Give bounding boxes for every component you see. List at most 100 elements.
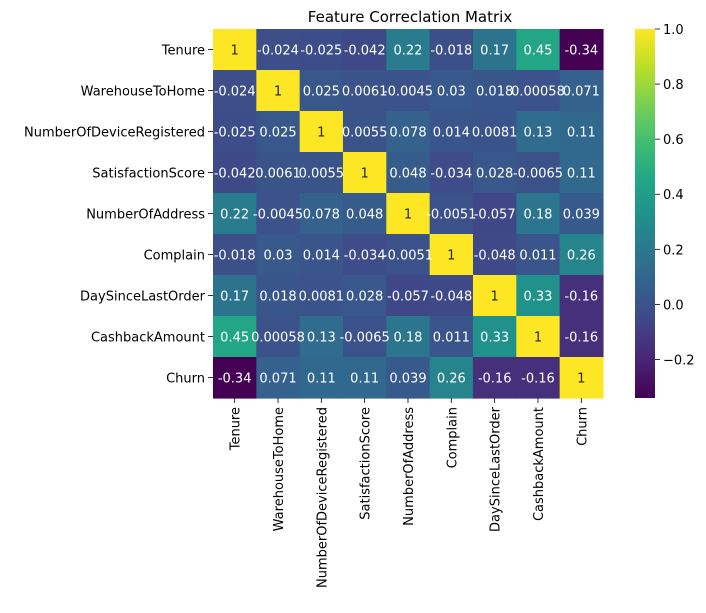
cell-annotation: -0.042 bbox=[344, 44, 386, 59]
cell-annotation: -0.34 bbox=[218, 372, 252, 387]
cell-annotation: -0.057 bbox=[387, 290, 429, 305]
heatmap-cell bbox=[299, 357, 344, 399]
heatmap-cell bbox=[213, 111, 257, 153]
cell-annotation: 0.11 bbox=[307, 372, 336, 387]
heatmap-cell bbox=[429, 152, 474, 194]
cell-annotation: 0.025 bbox=[259, 126, 296, 141]
cell-annotation: 0.00058 bbox=[511, 85, 565, 100]
y-tick-label: CashbackAmount bbox=[91, 331, 205, 346]
cell-annotation: 1 bbox=[317, 126, 325, 141]
heatmap-cell bbox=[342, 234, 387, 276]
cell-annotation: 0.039 bbox=[389, 372, 426, 387]
cell-annotation: 0.071 bbox=[563, 85, 600, 100]
cell-annotation: 1 bbox=[274, 85, 282, 100]
cell-annotation: 0.078 bbox=[389, 126, 426, 141]
y-tick-label: NumberOfDeviceRegistered bbox=[24, 126, 205, 141]
cell-annotation: 0.45 bbox=[523, 44, 552, 59]
heatmap-cell bbox=[472, 29, 517, 71]
cell-annotation: 0.014 bbox=[433, 126, 470, 141]
cell-annotation: 0.17 bbox=[480, 44, 509, 59]
heatmap-cell bbox=[559, 234, 604, 276]
heatmap-cell bbox=[342, 275, 387, 317]
cell-annotation: 0.0055 bbox=[299, 167, 345, 182]
heatmap-cell bbox=[516, 234, 561, 276]
cell-annotation: -0.16 bbox=[478, 372, 512, 387]
heatmap-cell bbox=[213, 316, 257, 358]
heatmap-cell bbox=[342, 316, 387, 358]
heatmap-cell bbox=[429, 111, 474, 153]
cell-annotation: 0.014 bbox=[303, 249, 340, 264]
cell-annotation: 0.0061 bbox=[255, 167, 301, 182]
cell-annotation: 1 bbox=[404, 208, 412, 223]
heatmap-cell bbox=[516, 357, 561, 399]
heatmap-cell bbox=[256, 70, 301, 112]
cell-annotation: 0.11 bbox=[567, 167, 596, 182]
y-tick-label: WarehouseToHome bbox=[81, 85, 205, 100]
heatmap-cell bbox=[342, 193, 387, 235]
y-tick-label: NumberOfAddress bbox=[86, 208, 205, 223]
heatmap-cell bbox=[516, 29, 561, 71]
heatmap-cell bbox=[386, 357, 431, 399]
heatmap-cell bbox=[429, 193, 474, 235]
heatmap-cell bbox=[299, 111, 344, 153]
cell-annotation: 0.078 bbox=[303, 208, 340, 223]
heatmap-cell bbox=[472, 275, 517, 317]
heatmap-cell bbox=[299, 316, 344, 358]
heatmap-cell bbox=[472, 70, 517, 112]
cell-annotation: 0.048 bbox=[389, 167, 426, 182]
heatmap-cell bbox=[429, 275, 474, 317]
colorbar-tick-label: 1.0 bbox=[663, 23, 684, 38]
cell-annotation: 0.039 bbox=[563, 208, 600, 223]
heatmap-cell bbox=[559, 29, 604, 71]
heatmap-cell bbox=[386, 193, 431, 235]
cell-annotation: -0.0065 bbox=[340, 331, 390, 346]
cell-annotation: -0.16 bbox=[564, 290, 598, 305]
heatmap-cell bbox=[386, 234, 431, 276]
heatmap-cell bbox=[299, 234, 344, 276]
heatmap-cell bbox=[472, 357, 517, 399]
x-tick-label: NumberOfAddress bbox=[402, 407, 417, 526]
cell-annotation: 0.0081 bbox=[472, 126, 518, 141]
cell-annotation: -0.025 bbox=[214, 126, 256, 141]
cell-annotation: -0.024 bbox=[214, 85, 256, 100]
cell-annotation: 0.018 bbox=[476, 85, 513, 100]
heatmap-cell bbox=[386, 70, 431, 112]
colorbar-tick-label: 0.8 bbox=[663, 78, 684, 93]
heatmap-cell bbox=[256, 29, 301, 71]
heatmap-cell bbox=[299, 193, 344, 235]
heatmap-cell bbox=[213, 193, 257, 235]
colorbar-ticks: 1.0 0.8 0.6 0.4 0.2 0.0 −0.2 bbox=[655, 23, 695, 368]
cell-annotation: 0.26 bbox=[437, 372, 466, 387]
y-tick-label: Churn bbox=[166, 372, 205, 387]
cell-annotation: -0.0045 bbox=[383, 85, 433, 100]
heatmap-cell bbox=[516, 275, 561, 317]
heatmap-cell bbox=[559, 275, 604, 317]
cell-annotation: -0.042 bbox=[214, 167, 256, 182]
cell-annotation: 0.33 bbox=[480, 331, 509, 346]
x-tick-label: Complain bbox=[445, 407, 460, 468]
heatmap-cell bbox=[559, 357, 604, 399]
cell-annotation: -0.34 bbox=[564, 44, 598, 59]
cell-annotation: 0.22 bbox=[394, 44, 423, 59]
heatmap-cell bbox=[386, 111, 431, 153]
heatmap-cell bbox=[429, 70, 474, 112]
cell-annotation: 0.17 bbox=[220, 290, 249, 305]
heatmap-annotations: 1 -0.024 -0.025 -0.042 0.22 -0.018 0.17 0.45 -0.… bbox=[214, 44, 600, 387]
heatmap-cell bbox=[299, 70, 344, 112]
heatmap-cell bbox=[342, 29, 387, 71]
heatmap-cell bbox=[516, 70, 561, 112]
cell-annotation: 0.11 bbox=[567, 126, 596, 141]
cell-annotation: 0.11 bbox=[350, 372, 379, 387]
heatmap-cell bbox=[213, 70, 257, 112]
x-tick-label: CashbackAmount bbox=[532, 407, 547, 521]
heatmap-cell bbox=[386, 152, 431, 194]
cell-annotation: 1 bbox=[491, 290, 499, 305]
heatmap-cell bbox=[429, 357, 474, 399]
y-tick-label: Complain bbox=[144, 249, 205, 264]
heatmap-cell bbox=[472, 193, 517, 235]
x-axis-ticks: Tenure WarehouseToHome NumberOfDeviceRegis… bbox=[229, 398, 590, 588]
heatmap-cell bbox=[472, 152, 517, 194]
cell-annotation: -0.025 bbox=[300, 44, 342, 59]
heatmap-cell bbox=[256, 234, 301, 276]
